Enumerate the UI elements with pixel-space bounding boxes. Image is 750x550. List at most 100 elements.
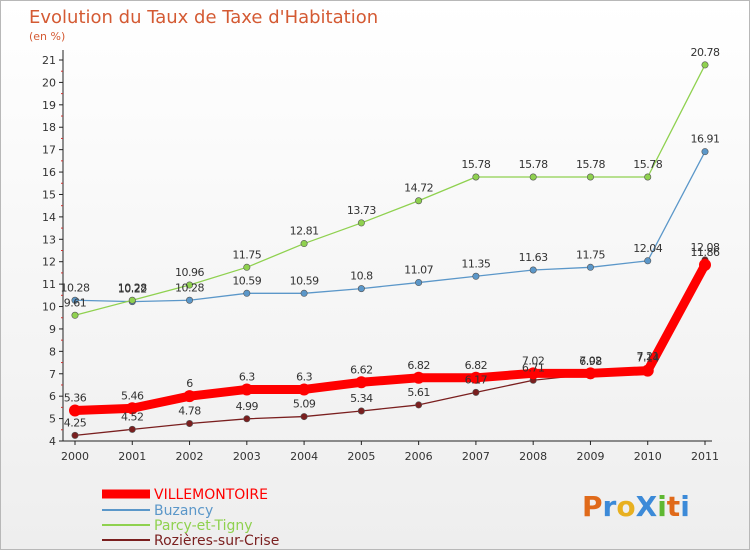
logo-letter: o [616, 490, 636, 523]
x-tick-label: 2006 [405, 450, 433, 463]
x-tick-label: 2005 [347, 450, 375, 463]
data-point [243, 415, 251, 423]
series-line-rozi-res-sur-crise [74, 259, 706, 437]
data-label: 6.3 [239, 370, 255, 383]
data-point [300, 240, 308, 248]
data-point [126, 402, 139, 415]
data-label: 6.82 [407, 359, 430, 372]
data-label: 6.17 [465, 373, 488, 386]
y-tick-label: 5 [49, 413, 56, 426]
y-tick-label: 19 [42, 99, 56, 112]
data-label: 13.73 [347, 204, 376, 217]
data-point [298, 383, 311, 396]
data-point [240, 383, 253, 396]
data-label: 6.82 [465, 359, 488, 372]
data-point [415, 401, 423, 409]
logo-letter: X [635, 490, 658, 523]
data-point [186, 420, 194, 428]
data-label: 11.63 [519, 251, 548, 264]
x-tick-label: 2001 [118, 450, 146, 463]
data-label: 5.09 [293, 398, 316, 411]
data-label: 7.14 [636, 352, 659, 365]
data-label: 5.61 [407, 386, 430, 399]
data-label: 5.46 [121, 389, 144, 402]
x-tick-label: 2000 [61, 450, 89, 463]
logo-letter: i [657, 490, 667, 523]
data-point [183, 390, 196, 403]
data-point [701, 148, 709, 156]
y-tick-label: 9 [49, 323, 56, 336]
data-label: 15.78 [461, 158, 490, 171]
y-tick-label: 13 [42, 233, 56, 246]
data-point [701, 61, 709, 69]
data-point [584, 367, 597, 380]
data-point [357, 219, 365, 227]
data-point [415, 279, 423, 287]
data-label: 20.78 [691, 46, 720, 59]
data-point [472, 272, 480, 280]
data-label: 7.21 [636, 350, 659, 363]
data-point [412, 371, 425, 384]
data-label: 4.52 [121, 410, 144, 423]
logo-letter: i [680, 490, 690, 523]
x-tick-label: 2003 [233, 450, 261, 463]
data-point [71, 311, 79, 319]
x-tick-label: 2002 [176, 450, 204, 463]
data-label: 10.22 [118, 283, 147, 296]
data-label: 4.78 [178, 405, 201, 418]
data-label: 10.28 [118, 281, 147, 294]
y-tick-label: 18 [42, 121, 56, 134]
data-label: 16.91 [691, 133, 720, 146]
y-tick-label: 12 [42, 256, 56, 269]
y-tick-label: 7 [49, 368, 56, 381]
data-label: 11.07 [404, 264, 433, 277]
y-tick-label: 11 [42, 278, 56, 291]
y-tick-label: 8 [49, 345, 56, 358]
x-tick-label: 2011 [691, 450, 719, 463]
y-tick-label: 14 [42, 211, 56, 224]
data-point [527, 367, 540, 380]
data-point [357, 285, 365, 293]
data-point [472, 388, 480, 396]
data-label: 10.8 [350, 270, 373, 283]
data-label: 15.78 [519, 158, 548, 171]
y-tick-label: 20 [42, 76, 56, 89]
data-label: 12.81 [290, 225, 319, 238]
data-label: 4.25 [64, 416, 87, 429]
data-label: 5.34 [350, 392, 373, 405]
x-tick-label: 2004 [290, 450, 318, 463]
y-tick-label: 17 [42, 144, 56, 157]
data-label: 10.28 [61, 281, 90, 294]
legend-entry: Parcy-et-Tigny [154, 518, 253, 534]
y-tick-label: 16 [42, 166, 56, 179]
logo-letter: r [602, 490, 617, 523]
data-point [699, 258, 711, 271]
data-label: 6.62 [350, 363, 373, 376]
data-label: 6.71 [522, 361, 545, 374]
data-point [300, 289, 308, 297]
data-point [128, 425, 136, 433]
series-line-villemontoire [70, 260, 710, 416]
data-label: 6.98 [579, 355, 602, 368]
data-label: 10.59 [290, 274, 319, 287]
data-label: 6 [186, 377, 193, 390]
x-tick-label: 2007 [462, 450, 490, 463]
data-label: 11.75 [232, 248, 261, 261]
proxiti-logo: ProXiti [582, 490, 690, 523]
data-label: 7.02 [579, 354, 602, 367]
data-point [529, 173, 537, 181]
data-point [69, 404, 81, 417]
data-point [128, 296, 136, 304]
data-point [186, 281, 194, 289]
data-label: 6.3 [296, 370, 312, 383]
legend-entry: VILLEMONTOIRE [154, 487, 268, 503]
data-label: 10.59 [232, 274, 261, 287]
legend-entry: Buzancy [154, 503, 213, 519]
data-point [243, 289, 251, 297]
x-tick-label: 2010 [634, 450, 662, 463]
y-tick-label: 6 [49, 390, 56, 403]
data-label: 10.28 [175, 281, 204, 294]
data-point [71, 431, 79, 439]
